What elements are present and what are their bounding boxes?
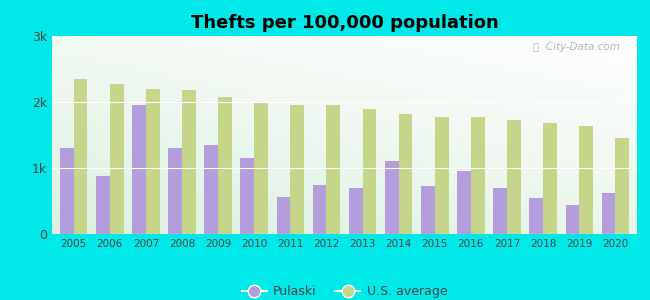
Bar [435, 116, 448, 234]
Bar [168, 148, 182, 234]
Bar [385, 161, 398, 234]
Bar [291, 105, 304, 234]
Bar [313, 184, 326, 234]
Bar [363, 109, 376, 234]
Bar [277, 197, 291, 234]
Title: Thefts per 100,000 population: Thefts per 100,000 population [190, 14, 499, 32]
Bar [616, 138, 629, 234]
Bar [254, 103, 268, 234]
Bar [204, 145, 218, 234]
Bar [529, 198, 543, 234]
Bar [110, 83, 124, 234]
Bar [579, 126, 593, 234]
Bar [457, 171, 471, 234]
Bar [398, 114, 412, 234]
Bar [507, 121, 521, 234]
Bar [421, 186, 435, 234]
Bar [60, 148, 73, 234]
Bar [218, 97, 232, 234]
Legend: Pulaski, U.S. average: Pulaski, U.S. average [237, 280, 452, 300]
Bar [132, 105, 146, 234]
Bar [240, 158, 254, 234]
Bar [96, 176, 110, 234]
Bar [566, 205, 579, 234]
Bar [326, 105, 340, 234]
Bar [349, 188, 363, 234]
Bar [73, 79, 87, 234]
Bar [602, 193, 616, 234]
Bar [471, 117, 485, 234]
Bar [146, 89, 160, 234]
Bar [182, 90, 196, 234]
Bar [493, 188, 507, 234]
Text: ⓘ  City-Data.com: ⓘ City-Data.com [532, 42, 619, 52]
Bar [543, 123, 557, 234]
